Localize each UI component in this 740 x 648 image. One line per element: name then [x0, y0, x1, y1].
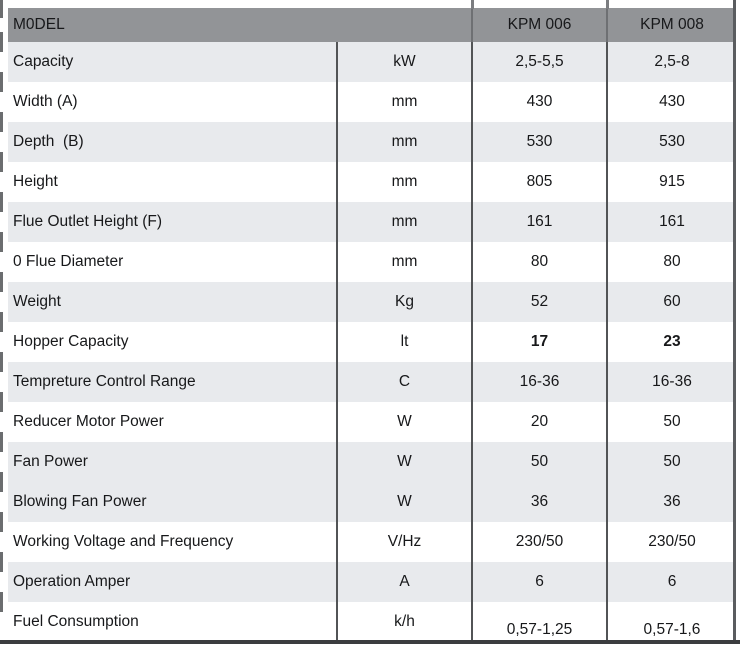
- left-border-ticks: [0, 32, 3, 612]
- table-row: Blowing Fan Power W 36 36: [8, 482, 736, 522]
- row-unit: mm: [338, 122, 473, 162]
- row-label: 0 Flue Diameter: [8, 242, 338, 282]
- spec-table: M0DEL KPM 006 KPM 008 Capacity kW 2,5-5,5 2…: [8, 8, 736, 642]
- row-value-kpm008: 915: [659, 173, 685, 191]
- row-unit: mm: [338, 82, 473, 122]
- column-header-kpm006: KPM 006: [473, 8, 608, 42]
- row-unit: W: [338, 442, 473, 482]
- row-label: Fan Power: [8, 442, 338, 482]
- top-border-tick: [606, 0, 609, 9]
- row-label: Working Voltage and Frequency: [8, 522, 338, 562]
- row-value-kpm008: 16-36: [652, 373, 692, 391]
- table-row: Height mm 805 915: [8, 162, 736, 202]
- row-value-kpm008: 230/50: [648, 533, 696, 551]
- row-label: Width (A): [8, 82, 338, 122]
- row-unit: A: [338, 562, 473, 602]
- table-row: Depth (B) mm 530 530: [8, 122, 736, 162]
- row-value-kpm006: 17: [473, 322, 608, 362]
- column-header-kpm008: KPM 008: [640, 16, 704, 34]
- table-row: Width (A) mm 430 430: [8, 82, 736, 122]
- row-unit: kW: [338, 42, 473, 82]
- row-value-kpm008: 161: [659, 213, 685, 231]
- row-value-kpm006: 16-36: [473, 362, 608, 402]
- row-value-kpm006: 161: [473, 202, 608, 242]
- table-header-row: M0DEL KPM 006 KPM 008: [8, 8, 736, 42]
- row-value-kpm006: 52: [473, 282, 608, 322]
- row-value-kpm008: 530: [659, 133, 685, 151]
- row-unit: C: [338, 362, 473, 402]
- row-value-kpm006: 230/50: [473, 522, 608, 562]
- row-value-kpm006: 2,5-5,5: [473, 42, 608, 82]
- row-value-kpm006: 80: [473, 242, 608, 282]
- table-row: Weight Kg 52 60: [8, 282, 736, 322]
- row-label: Reducer Motor Power: [8, 402, 338, 442]
- table-row: Hopper Capacity lt 17 23: [8, 322, 736, 362]
- row-value-kpm006: 50: [473, 442, 608, 482]
- table-row: Tempreture Control Range C 16-36 16-36: [8, 362, 736, 402]
- table-row: Capacity kW 2,5-5,5 2,5-8: [8, 42, 736, 82]
- row-value-kpm008: 36: [663, 493, 681, 511]
- row-value-kpm008: 0,57-1,6: [643, 620, 701, 638]
- row-label: Blowing Fan Power: [8, 482, 338, 522]
- left-border-tick: [0, 0, 3, 18]
- top-border-tick: [471, 0, 474, 9]
- row-value-kpm008: 50: [663, 413, 681, 431]
- row-label: Height: [8, 162, 338, 202]
- table-row: Working Voltage and Frequency V/Hz 230/50 2…: [8, 522, 736, 562]
- row-value-kpm006: 0,57-1,25: [473, 602, 608, 642]
- table-bottom-border: [0, 640, 740, 644]
- row-value-kpm008: 50: [663, 453, 681, 471]
- row-label: Tempreture Control Range: [8, 362, 338, 402]
- table-row: 0 Flue Diameter mm 80 80: [8, 242, 736, 282]
- row-value-kpm008: 60: [663, 293, 681, 311]
- table-right-border: [733, 0, 736, 642]
- row-value-kpm008: 6: [667, 573, 677, 591]
- row-unit: mm: [338, 162, 473, 202]
- row-unit: V/Hz: [338, 522, 473, 562]
- row-value-kpm006: 36: [473, 482, 608, 522]
- row-value-kpm008: 430: [659, 93, 685, 111]
- table-row: Fuel Consumption k/h 0,57-1,25 0,57-1,6: [8, 602, 736, 642]
- row-label: Hopper Capacity: [8, 322, 338, 362]
- row-label: Weight: [8, 282, 338, 322]
- table-row: Reducer Motor Power W 20 50: [8, 402, 736, 442]
- spec-table-body: Capacity kW 2,5-5,5 2,5-8 Width (A) mm 430 430 D…: [8, 42, 736, 642]
- model-header-cell: M0DEL: [8, 8, 473, 42]
- row-label: Fuel Consumption: [8, 602, 338, 642]
- row-unit: lt: [338, 322, 473, 362]
- row-label: Flue Outlet Height (F): [8, 202, 338, 242]
- row-label: Capacity: [8, 42, 338, 82]
- row-value-kpm006: 20: [473, 402, 608, 442]
- row-unit: mm: [338, 202, 473, 242]
- row-value-kpm006: 805: [473, 162, 608, 202]
- row-unit: W: [338, 482, 473, 522]
- table-row: Flue Outlet Height (F) mm 161 161: [8, 202, 736, 242]
- row-value-kpm008: 2,5-8: [654, 53, 690, 71]
- row-value-kpm006: 530: [473, 122, 608, 162]
- table-row: Fan Power W 50 50: [8, 442, 736, 482]
- row-unit: mm: [338, 242, 473, 282]
- row-value-kpm006: 6: [473, 562, 608, 602]
- row-label: Operation Amper: [8, 562, 338, 602]
- row-label: Depth (B): [8, 122, 338, 162]
- table-row: Operation Amper A 6 6: [8, 562, 736, 602]
- row-unit: k/h: [338, 602, 473, 642]
- row-unit: W: [338, 402, 473, 442]
- row-value-kpm008: 80: [663, 253, 681, 271]
- row-unit: Kg: [338, 282, 473, 322]
- row-value-kpm008: 23: [663, 333, 681, 351]
- row-value-kpm006: 430: [473, 82, 608, 122]
